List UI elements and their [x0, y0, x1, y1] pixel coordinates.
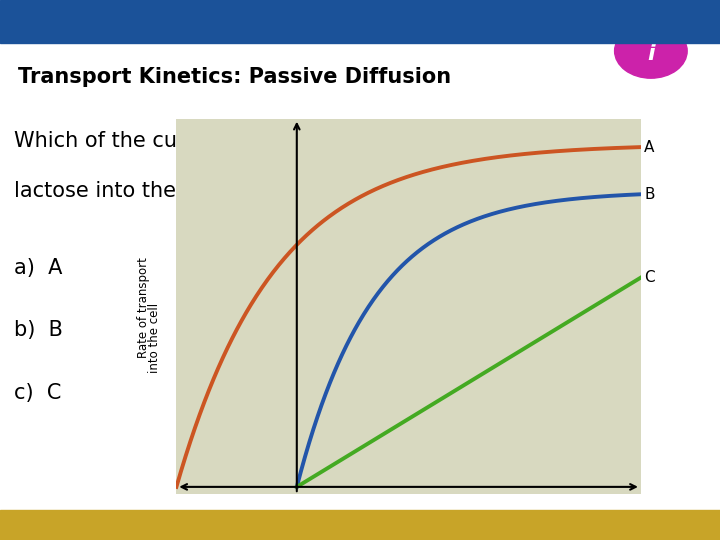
Text: lactose into the cell via a passive transporter?: lactose into the cell via a passive tran… — [14, 181, 497, 201]
Text: A: A — [644, 140, 654, 154]
Text: Δ [solute]: Δ [solute] — [372, 539, 446, 540]
Text: i: i — [647, 44, 654, 64]
Text: 0: 0 — [292, 509, 301, 523]
Text: c)  C: c) C — [14, 383, 62, 403]
Circle shape — [615, 24, 687, 78]
Text: b)  B: b) B — [14, 320, 63, 340]
Text: © 2011 Pearson Education, Inc.: © 2011 Pearson Education, Inc. — [14, 520, 180, 530]
Text: B: B — [644, 187, 654, 202]
Text: Rate of transport: Rate of transport — [138, 258, 150, 358]
Text: C: C — [644, 270, 655, 285]
Text: Transport Kinetics: Passive Diffusion: Transport Kinetics: Passive Diffusion — [19, 67, 451, 87]
Text: into the cell: into the cell — [148, 302, 161, 373]
Text: Which of the curves below illustrates uptake of: Which of the curves below illustrates up… — [14, 131, 505, 151]
Text: a)  A: a) A — [14, 258, 63, 278]
